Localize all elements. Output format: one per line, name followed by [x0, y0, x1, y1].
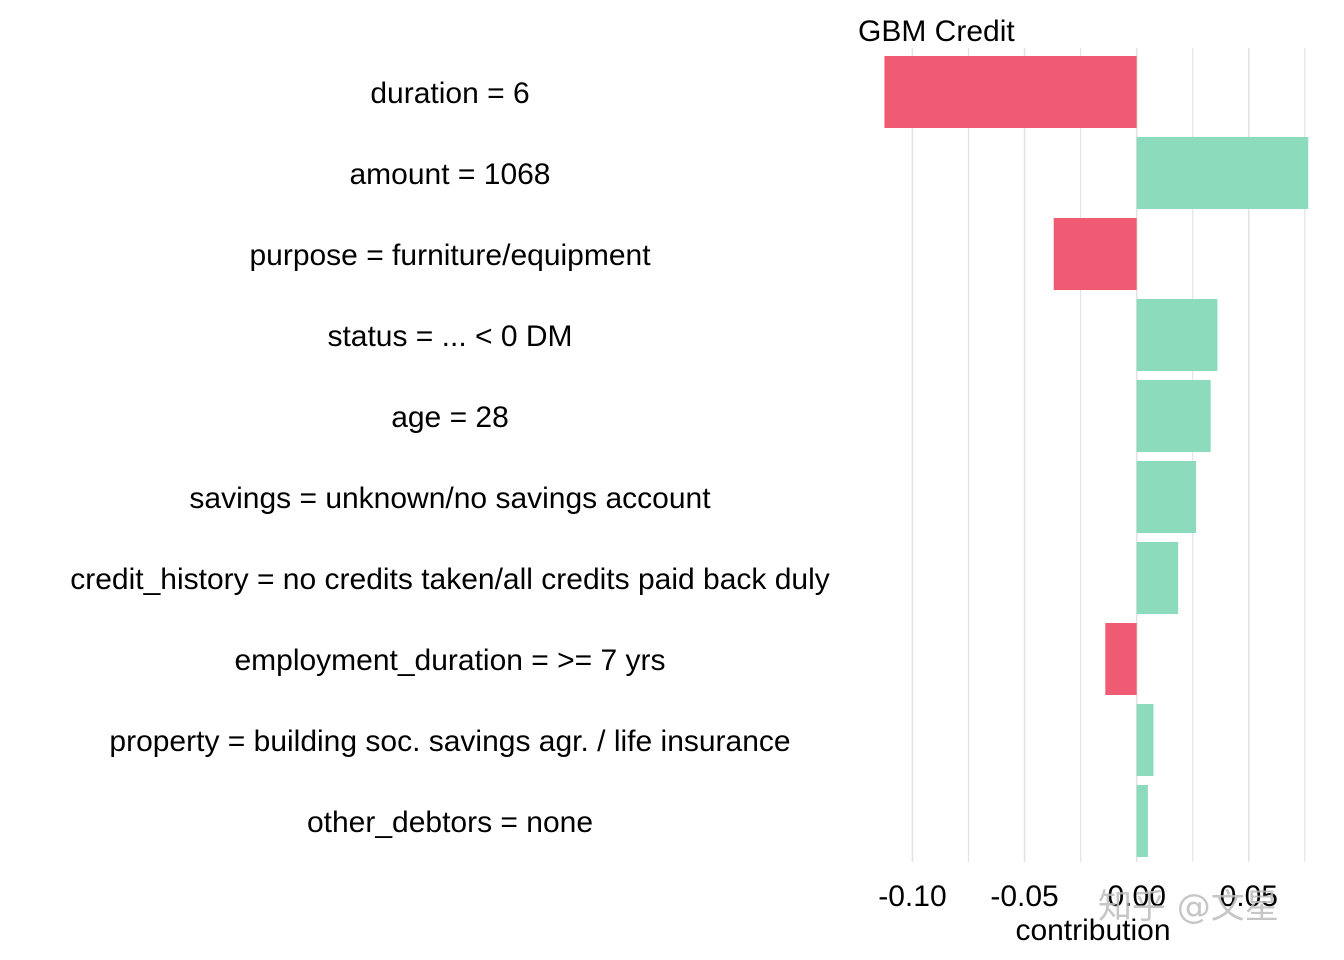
- feature-label-7: employment_duration = >= 7 yrs: [234, 644, 665, 677]
- feature-labels: duration = 6 amount = 1068 purpose = furni…: [70, 77, 830, 839]
- watermark: 知乎 @文星: [1098, 887, 1279, 927]
- bar-6: [1136, 542, 1179, 614]
- x-tick-label-0: -0.10: [878, 880, 946, 913]
- feature-label-3: status = ... < 0 DM: [327, 320, 572, 353]
- x-tick-label-3: 0.05: [1220, 880, 1278, 913]
- x-tick-label-1: -0.05: [990, 880, 1058, 913]
- feature-label-8: property = building soc. savings agr. / …: [109, 725, 790, 758]
- bar-4: [1136, 380, 1211, 452]
- feature-label-4: age = 28: [391, 401, 509, 434]
- feature-label-6: credit_history = no credits taken/all cr…: [70, 563, 830, 596]
- feature-label-0: duration = 6: [370, 77, 529, 110]
- bar-3: [1136, 299, 1218, 371]
- bar-1: [1136, 137, 1309, 209]
- bar-5: [1136, 461, 1197, 533]
- feature-label-5: savings = unknown/no savings account: [189, 482, 711, 515]
- bar-9: [1136, 785, 1148, 857]
- chart-title: GBM Credit: [858, 15, 1015, 48]
- x-axis-title: contribution: [1015, 914, 1170, 947]
- feature-label-9: other_debtors = none: [307, 806, 593, 839]
- x-axis-ticks: -0.10 -0.05 0.00 0.05: [878, 880, 1278, 913]
- feature-label-1: amount = 1068: [350, 158, 551, 191]
- feature-label-2: purpose = furniture/equipment: [249, 239, 651, 272]
- bar-7: [1105, 623, 1137, 695]
- x-tick-label-2: 0.00: [1107, 880, 1165, 913]
- bars: [884, 56, 1309, 857]
- bar-0: [884, 56, 1137, 128]
- bar-2: [1053, 218, 1137, 290]
- bar-8: [1136, 704, 1154, 776]
